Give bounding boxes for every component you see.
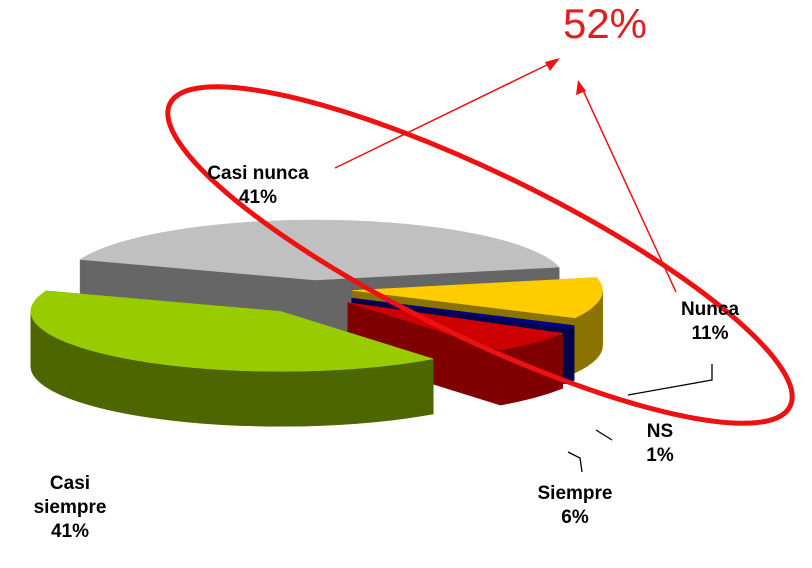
arrow-head — [576, 80, 586, 95]
value-label: 11% — [691, 323, 729, 344]
slice-top — [351, 297, 575, 330]
slice-label: Nunca — [680, 299, 740, 320]
leader-line — [567, 451, 583, 473]
slice-top — [79, 219, 560, 281]
value-label: 41% — [50, 521, 90, 542]
arrow — [581, 87, 677, 293]
slice-label: NS — [646, 421, 674, 442]
slice — [30, 290, 434, 427]
slice-top — [347, 302, 564, 351]
arrow-head — [545, 58, 560, 71]
slice-label: Casi siempre — [33, 473, 107, 518]
value-label: 1% — [646, 445, 674, 466]
value-label: 41% — [238, 187, 278, 208]
value-label: 6% — [561, 507, 589, 528]
annotation: 52% — [562, 0, 648, 47]
leader-line — [627, 364, 713, 396]
slice-top — [352, 277, 603, 319]
slice-label: Siempre — [537, 483, 613, 504]
slice-label: Casi nunca — [207, 163, 309, 184]
arrow — [334, 61, 554, 169]
highlight-ellipse — [165, 84, 795, 426]
slice-top — [30, 290, 434, 372]
leader-line — [595, 429, 613, 441]
slice — [347, 302, 564, 406]
